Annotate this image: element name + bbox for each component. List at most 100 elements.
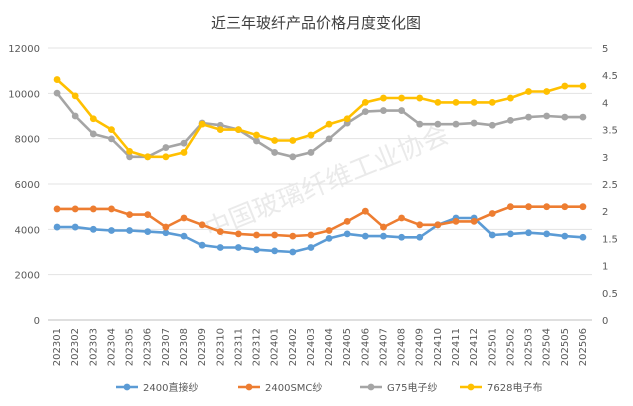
data-point [361,207,369,215]
data-point [198,221,206,229]
data-point [180,232,188,240]
data-point [53,76,61,83]
data-point [398,233,405,241]
data-point [416,221,424,229]
data-point [307,244,315,251]
data-point [144,211,152,219]
x-axis-tick-label: 202505 [560,328,571,366]
data-point [289,153,297,161]
data-point [361,99,369,106]
data-point [398,107,405,114]
legend-label: 2400直接纱 [143,381,198,394]
data-point [71,112,79,120]
legend-label: 2400SMC纱 [265,382,322,394]
data-point [53,223,61,231]
series-7628电子布 [53,76,587,161]
data-point [380,223,387,231]
data-point [470,99,478,106]
data-point [434,99,442,106]
chart-title: 近三年玻纤产品价格月度变化图 [211,14,421,32]
data-point [380,107,387,114]
grid-layer [48,47,592,321]
data-point [253,246,260,254]
x-axis-tick-label: 202405 [342,328,353,366]
series-2400SMC纱 [53,203,587,240]
x-axis-tick-label: 202501 [487,328,498,366]
x-axis-tick-label: 202506 [578,328,589,366]
right-axis-tick-label: 0.5 [602,289,618,300]
right-axis-tick-label: 1.5 [602,234,618,245]
x-axis-tick-label: 202412 [469,328,480,366]
left-axis: 0 2000 4000 6000 8000 10000 12000 [8,44,40,327]
x-axis-tick-label: 202312 [252,328,263,366]
data-point [271,137,279,144]
data-point [579,233,587,241]
legend-item: 2400SMC纱 [238,382,322,394]
data-point [235,126,242,133]
data-point [216,126,224,133]
data-point [579,82,587,90]
x-axis-tick-label: 202410 [433,328,444,366]
data-point [325,135,333,143]
data-point [271,231,279,239]
data-point [235,230,242,238]
data-point [470,218,478,225]
data-point [525,113,532,121]
x-axis-tick-label: 202402 [288,328,299,366]
data-point [53,89,61,97]
data-point [71,205,79,213]
x-axis-tick-label: 202302 [70,328,81,366]
data-point [253,131,260,139]
right-axis: 0 0.5 1 1.5 2 2.5 3 3.5 4 4.5 5 [602,44,618,327]
data-point [488,99,496,106]
legend-swatch-marker [467,383,475,391]
data-point [307,149,315,156]
data-point [53,205,61,213]
data-point [525,229,532,237]
data-point [488,121,496,129]
left-axis-tick-label: 6000 [15,180,40,191]
data-point [561,82,569,90]
data-point [561,232,569,240]
legend-swatch-marker [367,383,375,391]
data-point [416,233,424,241]
data-point [126,153,133,161]
data-point [253,137,260,145]
right-axis-tick-label: 3.5 [602,126,618,137]
left-axis-tick-label: 0 [34,316,40,327]
data-point [452,218,460,225]
data-point [235,244,242,251]
data-point [71,92,79,100]
x-axis-tick-label: 202304 [106,328,117,366]
series-2400直接纱 [53,214,587,256]
data-point [343,115,351,123]
x-axis-tick-label: 202308 [179,328,190,366]
right-axis-tick-label: 2 [602,207,608,218]
legend-item: 7628电子布 [460,381,542,394]
data-point [162,153,170,161]
data-point [561,203,569,211]
data-point [108,126,115,133]
series-layer [53,76,587,256]
data-point [434,221,442,229]
legend-label: G75电子纱 [387,381,437,394]
data-point [126,227,133,234]
left-axis-tick-label: 10000 [8,89,40,100]
data-point [289,137,297,144]
data-point [416,120,424,128]
x-axis: 202301 202302 202303 202304 202305 202306 2023… [52,328,589,366]
data-point [525,88,532,95]
x-axis-tick-label: 202311 [233,328,244,366]
x-axis-tick-label: 202408 [397,328,408,366]
data-point [89,130,97,138]
right-axis-tick-label: 0 [602,316,608,327]
legend-item: 2400直接纱 [116,381,198,394]
data-point [325,120,333,128]
x-axis-tick-label: 202406 [360,328,371,366]
data-point [108,135,115,143]
x-axis-tick-label: 202306 [143,328,154,366]
right-axis-tick-label: 5 [602,44,608,55]
data-point [198,241,206,249]
data-point [307,231,315,239]
